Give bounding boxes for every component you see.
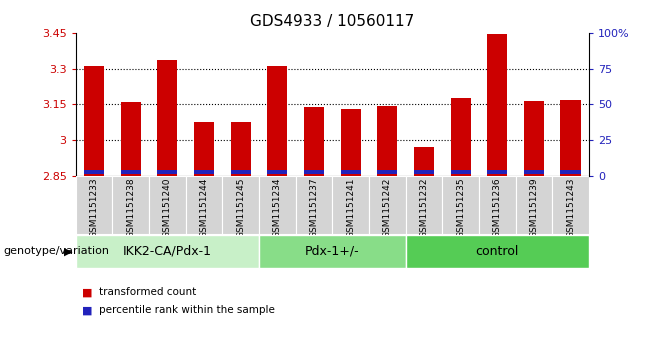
Text: GSM1151238: GSM1151238 <box>126 178 135 238</box>
Bar <box>451 98 470 176</box>
Bar <box>377 170 397 174</box>
Text: GSM1151245: GSM1151245 <box>236 178 245 238</box>
Bar <box>194 122 214 176</box>
Text: GSM1151234: GSM1151234 <box>273 178 282 238</box>
Bar <box>120 102 141 176</box>
Bar <box>487 34 507 176</box>
Bar <box>487 170 507 174</box>
Text: ■: ■ <box>82 287 93 297</box>
Bar <box>479 176 516 234</box>
Bar <box>414 147 434 176</box>
Bar <box>304 170 324 174</box>
Bar <box>377 106 397 176</box>
Text: Pdx-1+/-: Pdx-1+/- <box>305 245 360 258</box>
Bar <box>414 170 434 174</box>
Text: transformed count: transformed count <box>99 287 196 297</box>
Bar <box>405 235 589 268</box>
Bar <box>341 170 361 174</box>
Bar <box>369 176 405 234</box>
Text: GSM1151241: GSM1151241 <box>346 178 355 238</box>
Text: GSM1151243: GSM1151243 <box>566 178 575 238</box>
Bar <box>267 170 288 174</box>
Text: GSM1151235: GSM1151235 <box>456 178 465 238</box>
Bar <box>295 176 332 234</box>
Bar <box>230 170 251 174</box>
Bar <box>405 176 442 234</box>
Text: genotype/variation: genotype/variation <box>3 246 109 256</box>
Bar <box>259 235 405 268</box>
Text: IKK2-CA/Pdx-1: IKK2-CA/Pdx-1 <box>123 245 212 258</box>
Bar <box>113 176 149 234</box>
Title: GDS4933 / 10560117: GDS4933 / 10560117 <box>250 14 415 29</box>
Bar <box>332 176 369 234</box>
Text: GSM1151237: GSM1151237 <box>309 178 318 238</box>
Text: ■: ■ <box>82 305 93 315</box>
Bar <box>120 170 141 174</box>
Bar <box>304 107 324 176</box>
Bar <box>524 101 544 176</box>
Text: percentile rank within the sample: percentile rank within the sample <box>99 305 274 315</box>
Text: ▶: ▶ <box>64 246 72 256</box>
Bar <box>552 176 589 234</box>
Text: control: control <box>476 245 519 258</box>
Bar <box>230 122 251 176</box>
Bar <box>76 235 259 268</box>
Bar <box>451 170 470 174</box>
Bar <box>149 176 186 234</box>
Bar <box>194 170 214 174</box>
Bar <box>341 109 361 176</box>
Text: GSM1151242: GSM1151242 <box>383 178 392 238</box>
Text: GSM1151240: GSM1151240 <box>163 178 172 238</box>
Bar <box>516 176 552 234</box>
Bar <box>157 60 178 176</box>
Text: GSM1151239: GSM1151239 <box>530 178 538 238</box>
Text: GSM1151232: GSM1151232 <box>419 178 428 238</box>
Bar <box>561 170 580 174</box>
Bar <box>157 170 178 174</box>
Bar <box>267 66 288 176</box>
Bar <box>524 170 544 174</box>
Text: GSM1151233: GSM1151233 <box>89 178 99 238</box>
Bar <box>84 66 104 176</box>
Bar <box>259 176 295 234</box>
Bar <box>442 176 479 234</box>
Text: GSM1151244: GSM1151244 <box>199 178 209 238</box>
Text: GSM1151236: GSM1151236 <box>493 178 502 238</box>
Bar <box>222 176 259 234</box>
Bar <box>186 176 222 234</box>
Bar <box>84 170 104 174</box>
Bar <box>76 176 113 234</box>
Bar <box>561 99 580 176</box>
